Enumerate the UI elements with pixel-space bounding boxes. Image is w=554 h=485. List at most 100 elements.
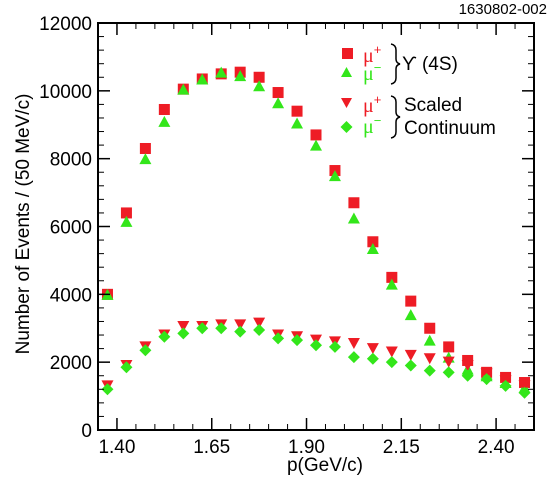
- axis-ticks: [97, 22, 535, 431]
- data-point-square: [158, 103, 170, 115]
- data-point-triangle-down: [404, 349, 417, 361]
- data-point-triangle-up: [234, 70, 247, 82]
- data-point-triangle-up: [139, 153, 152, 165]
- data-point-diamond: [215, 322, 228, 335]
- legend-mu-minus-sign-2: −: [374, 113, 382, 128]
- data-point-diamond: [310, 339, 322, 352]
- data-point-triangle-up: [366, 243, 379, 255]
- data-point-triangle-up: [120, 215, 133, 227]
- data-point-square: [291, 105, 303, 117]
- data-markers: [101, 66, 531, 399]
- legend-brace-2: [390, 95, 401, 139]
- legend-mu-plus-sign-2: +: [374, 92, 382, 107]
- data-point-triangle-up: [310, 139, 322, 151]
- data-point-diamond: [158, 330, 171, 343]
- data-point-diamond: [366, 352, 379, 365]
- data-point-diamond: [234, 325, 247, 338]
- data-point-triangle-up: [347, 212, 360, 224]
- legend-marker-square: [342, 48, 353, 59]
- legend: μ+ μ− ϒ (4S) μ+ μ− Scaled Continuum: [340, 42, 496, 139]
- data-point-diamond: [196, 322, 209, 335]
- data-point-triangle-down: [461, 360, 474, 372]
- data-point-square: [120, 207, 132, 219]
- data-point-square: [272, 87, 284, 99]
- legend-label-continuum: Continuum: [404, 118, 496, 139]
- data-point-triangle-up: [196, 73, 209, 85]
- data-point-diamond: [442, 366, 455, 379]
- data-point-diamond: [347, 351, 360, 364]
- data-point-diamond: [120, 361, 133, 374]
- data-point-square: [443, 341, 455, 353]
- legend-mu-minus-sign: −: [374, 60, 382, 75]
- data-point-diamond: [291, 334, 304, 347]
- data-point-square: [367, 236, 379, 248]
- data-point-triangle-up: [328, 170, 341, 182]
- data-point-diamond: [480, 373, 493, 386]
- legend-mu-minus-symbol-2: μ: [363, 116, 374, 138]
- y-tick-label: 2000: [50, 353, 92, 374]
- legend-brace: [390, 43, 401, 85]
- data-point-square: [405, 295, 417, 307]
- data-point-diamond: [461, 369, 474, 382]
- x-tick-label: 1.40: [98, 437, 135, 458]
- y-axis-title: Number of Events / (50 MeV/c): [13, 94, 34, 355]
- data-point-triangle-down: [234, 319, 247, 331]
- data-point-triangle-up: [158, 115, 171, 127]
- data-point-triangle-down: [347, 338, 360, 350]
- data-point-square: [253, 71, 265, 83]
- legend-mu-plus-sign: +: [374, 42, 382, 57]
- data-point-diamond: [253, 323, 266, 336]
- data-point-diamond: [101, 383, 114, 396]
- data-point-triangle-up: [291, 117, 304, 129]
- data-point-diamond: [385, 356, 398, 369]
- svg-text:μ−: μ−: [363, 113, 381, 138]
- data-point-diamond: [328, 340, 341, 353]
- figure-id: 1630802-002: [459, 1, 547, 18]
- data-point-triangle-up: [272, 97, 285, 109]
- data-point-triangle-down: [177, 321, 190, 333]
- legend-marker-triangle-down: [341, 98, 352, 108]
- x-tick-label: 1.65: [193, 437, 230, 458]
- data-point-triangle-up: [177, 83, 190, 95]
- x-tick-label: 2.40: [478, 437, 515, 458]
- data-point-triangle-down: [253, 317, 266, 329]
- data-point-triangle-down: [385, 346, 398, 358]
- data-point-triangle-up: [423, 334, 436, 346]
- y-tick-label: 6000: [50, 218, 92, 239]
- axis-tick-labels: 0 2000 4000 6000 8000 10000 12000 1.40 1.65 1.90 2…: [39, 14, 514, 458]
- data-point-diamond: [139, 344, 152, 357]
- data-point-triangle-up: [215, 66, 228, 78]
- svg-text:μ+: μ+: [363, 92, 381, 117]
- data-point-triangle-up: [385, 278, 398, 290]
- legend-marker-diamond: [340, 121, 353, 133]
- y-tick-label: 0: [81, 421, 92, 442]
- data-point-diamond: [499, 379, 512, 392]
- y-tick-label: 4000: [50, 285, 92, 306]
- data-point-square: [348, 197, 360, 209]
- data-point-diamond: [404, 359, 417, 372]
- data-point-diamond: [518, 386, 531, 399]
- data-point-diamond: [272, 332, 285, 345]
- data-point-square: [386, 271, 398, 283]
- svg-text:μ−: μ−: [363, 60, 381, 85]
- legend-label-scaled: Scaled: [404, 95, 462, 116]
- legend-mu-minus-symbol: μ: [363, 63, 374, 85]
- legend-mu-plus-symbol: μ: [363, 45, 374, 67]
- data-point-triangle-down: [442, 356, 455, 368]
- legend-label-upsilon: ϒ (4S): [402, 54, 458, 75]
- svg-text:μ+: μ+: [363, 42, 381, 67]
- y-tick-label: 12000: [39, 14, 92, 35]
- data-point-diamond: [423, 364, 436, 377]
- x-axis-title: p(GeV/c): [287, 455, 363, 476]
- x-tick-label: 2.15: [383, 437, 420, 458]
- x-tick-label: 1.90: [288, 437, 325, 458]
- legend-mu-plus-symbol-2: μ: [363, 95, 374, 117]
- y-tick-label: 10000: [39, 82, 92, 103]
- data-point-square: [139, 142, 151, 154]
- legend-marker-triangle-up: [341, 67, 352, 77]
- data-point-triangle-up: [253, 80, 266, 92]
- data-point-square: [310, 129, 322, 141]
- data-point-triangle-down: [366, 343, 379, 355]
- data-point-square: [424, 322, 436, 334]
